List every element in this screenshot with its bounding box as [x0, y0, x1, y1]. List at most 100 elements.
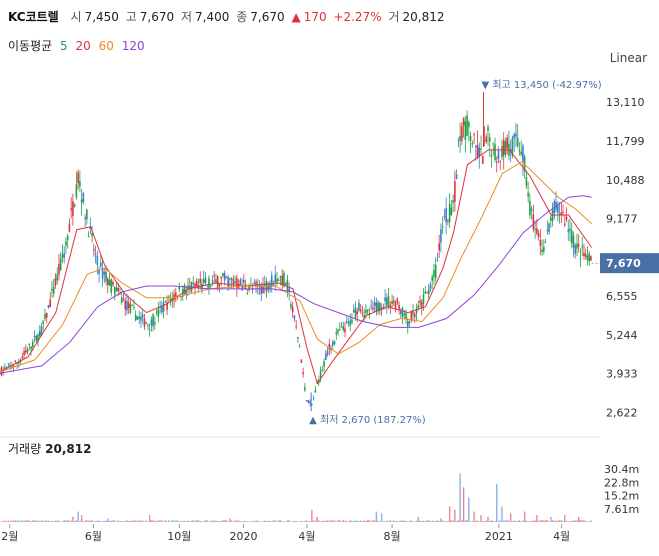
- candle-body: [570, 230, 573, 244]
- volume-bar: [86, 520, 88, 522]
- volume-bar: [204, 520, 207, 522]
- time-tick-label: 2021: [485, 530, 513, 543]
- candle-body: [216, 276, 219, 289]
- volume-bar: [223, 520, 226, 522]
- volume-bar: [51, 520, 53, 522]
- candle-body: [227, 277, 229, 288]
- price-tick-label: 5,244: [606, 329, 638, 342]
- candle-body: [120, 297, 123, 303]
- candle-body: [40, 326, 43, 336]
- candle-body: [26, 349, 29, 353]
- volume-bar: [80, 515, 83, 522]
- candle-body: [546, 229, 549, 231]
- candle-body: [244, 283, 247, 290]
- candle-body: [42, 320, 45, 324]
- volume-bar: [189, 521, 191, 522]
- volume-bar: [387, 521, 390, 522]
- ma-5[interactable]: 5: [60, 39, 68, 53]
- candle-body: [255, 281, 257, 285]
- price-tick-label: 6,555: [606, 290, 638, 303]
- volume-bar: [494, 521, 496, 522]
- volume-bar: [551, 520, 554, 522]
- candle-body: [527, 192, 529, 197]
- volume-bar: [419, 520, 421, 522]
- volume-bar: [44, 520, 46, 522]
- candle-body: [492, 143, 495, 145]
- volume-bar: [332, 520, 334, 522]
- candle-body: [68, 223, 71, 232]
- volume-bar: [398, 521, 400, 522]
- candle-body: [239, 279, 242, 286]
- candle-body: [23, 350, 25, 355]
- volume-bar: [178, 521, 181, 522]
- quote-header: KC코트렐 시 7,450 고 7,670 저 7,400 종 7,670 ▲ 170 +…: [8, 8, 447, 25]
- stock-name: KC코트렐: [8, 10, 59, 24]
- candle-body: [501, 146, 503, 158]
- candle-body: [398, 304, 400, 310]
- candle-body: [462, 117, 465, 126]
- candle-body: [403, 313, 406, 315]
- volume-bar: [281, 521, 283, 522]
- volume-bar: [145, 520, 147, 522]
- volume-bar: [485, 520, 487, 522]
- ma-60[interactable]: 60: [98, 39, 114, 53]
- volume-bar: [503, 520, 505, 522]
- volume-bar: [590, 520, 592, 522]
- candle-body: [86, 209, 88, 220]
- candle-body: [438, 243, 440, 251]
- ma-legend[interactable]: 이동평균 5 20 60 120: [8, 37, 149, 54]
- volume-bar: [206, 520, 208, 522]
- candle-body: [532, 214, 535, 229]
- ma-20[interactable]: 20: [75, 39, 91, 53]
- volume-bar: [251, 520, 254, 522]
- volume-bar: [541, 520, 543, 522]
- candle-body: [347, 321, 350, 323]
- volume-bar: [421, 520, 423, 522]
- volume-bar: [239, 521, 242, 522]
- volume-bar: [572, 520, 575, 522]
- candle-body: [574, 245, 577, 254]
- ma-120[interactable]: 120: [121, 39, 145, 53]
- volume-bar: [393, 520, 395, 522]
- volume-bar: [370, 521, 372, 522]
- candle-body: [506, 137, 509, 149]
- volume-bar: [506, 520, 508, 522]
- candle-body: [304, 387, 306, 391]
- volume-bar: [305, 520, 308, 522]
- volume-bar: [82, 521, 85, 522]
- candle-body: [525, 177, 528, 187]
- volume-bar: [197, 520, 200, 522]
- volume-bar: [293, 520, 296, 522]
- volume-bar: [63, 520, 65, 522]
- volume-bar: [152, 520, 154, 522]
- candle-body: [342, 326, 345, 330]
- volume-bar: [211, 520, 214, 522]
- volume-bar: [134, 520, 137, 522]
- volume-bar: [428, 520, 430, 522]
- candle-body: [253, 282, 256, 284]
- volume-bar: [2, 520, 4, 522]
- candle-body: [307, 400, 310, 404]
- volume-bar: [218, 521, 221, 522]
- volume-bar: [340, 521, 343, 522]
- volume-bar: [576, 520, 578, 522]
- volume-bar: [539, 520, 542, 522]
- price-tick-label: 10,488: [606, 174, 645, 187]
- volume-bar: [368, 520, 371, 522]
- candle-body: [154, 322, 156, 324]
- volume-bar: [464, 520, 467, 522]
- change-percent: +2.27%: [333, 10, 382, 24]
- volume-bar: [459, 473, 461, 522]
- candle-body: [551, 209, 554, 222]
- volume-bar: [84, 520, 86, 522]
- volume-bar: [361, 521, 364, 522]
- volume-bar: [401, 520, 404, 522]
- volume-bar: [328, 520, 331, 522]
- scale-mode-toggle[interactable]: Linear: [609, 51, 647, 65]
- volume-bar: [199, 520, 201, 522]
- candle-body: [420, 302, 423, 308]
- volume-bar: [497, 520, 500, 522]
- candle-body: [290, 304, 292, 308]
- candle-body: [586, 255, 589, 260]
